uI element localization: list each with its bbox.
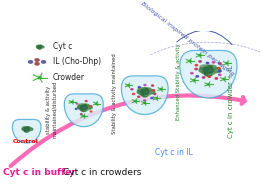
Circle shape bbox=[90, 106, 92, 107]
Text: IL (Cho-Dhp): IL (Cho-Dhp) bbox=[53, 57, 101, 66]
Text: Cyt c in IL: Cyt c in IL bbox=[155, 148, 193, 157]
Circle shape bbox=[199, 68, 207, 73]
Circle shape bbox=[83, 107, 89, 110]
Circle shape bbox=[218, 74, 221, 76]
Circle shape bbox=[79, 107, 85, 110]
Circle shape bbox=[151, 98, 153, 99]
Circle shape bbox=[152, 85, 153, 86]
Circle shape bbox=[84, 104, 89, 108]
Circle shape bbox=[191, 72, 193, 74]
Text: Biological inspired protein packaging: Biological inspired protein packaging bbox=[140, 1, 235, 77]
Text: Enhanced Stability & activity: Enhanced Stability & activity bbox=[176, 43, 181, 120]
Circle shape bbox=[138, 87, 140, 88]
Circle shape bbox=[133, 93, 134, 94]
Circle shape bbox=[78, 106, 83, 109]
Circle shape bbox=[35, 59, 39, 61]
Circle shape bbox=[195, 68, 197, 70]
Polygon shape bbox=[64, 94, 103, 127]
Text: Stability & activity maintained: Stability & activity maintained bbox=[112, 54, 117, 134]
Circle shape bbox=[140, 89, 149, 94]
Circle shape bbox=[29, 128, 33, 130]
Circle shape bbox=[22, 127, 27, 129]
Text: Cyt c: Cyt c bbox=[53, 42, 72, 51]
Circle shape bbox=[28, 61, 33, 63]
Circle shape bbox=[37, 47, 40, 48]
Circle shape bbox=[26, 129, 30, 131]
Circle shape bbox=[80, 105, 87, 110]
Circle shape bbox=[35, 63, 39, 65]
Circle shape bbox=[38, 46, 41, 48]
Circle shape bbox=[219, 63, 221, 64]
FancyArrowPatch shape bbox=[177, 30, 232, 44]
Circle shape bbox=[200, 65, 208, 70]
Circle shape bbox=[144, 91, 151, 95]
Circle shape bbox=[154, 93, 156, 94]
Polygon shape bbox=[121, 76, 168, 115]
Circle shape bbox=[81, 104, 87, 107]
Circle shape bbox=[152, 90, 154, 91]
Circle shape bbox=[203, 77, 205, 78]
Circle shape bbox=[22, 128, 26, 130]
Circle shape bbox=[25, 127, 29, 129]
Polygon shape bbox=[180, 50, 237, 98]
Circle shape bbox=[218, 67, 220, 69]
Circle shape bbox=[141, 88, 148, 92]
Text: stability & activity
maintained/disturbed: stability & activity maintained/disturbe… bbox=[46, 81, 57, 139]
Text: Cyt c in crowders: Cyt c in crowders bbox=[63, 168, 141, 177]
Circle shape bbox=[219, 70, 221, 72]
Circle shape bbox=[90, 111, 92, 112]
Circle shape bbox=[41, 61, 46, 63]
Circle shape bbox=[40, 45, 43, 47]
Circle shape bbox=[23, 129, 27, 131]
Circle shape bbox=[145, 88, 151, 92]
Circle shape bbox=[204, 65, 212, 70]
Text: Cyt c in crowder + IL: Cyt c in crowder + IL bbox=[228, 65, 234, 138]
Circle shape bbox=[81, 108, 87, 112]
Polygon shape bbox=[12, 119, 41, 143]
Text: Control: Control bbox=[13, 139, 39, 144]
Circle shape bbox=[207, 70, 216, 74]
Circle shape bbox=[203, 67, 213, 73]
Circle shape bbox=[212, 68, 221, 73]
Circle shape bbox=[76, 103, 78, 104]
Circle shape bbox=[202, 69, 210, 74]
Circle shape bbox=[144, 84, 146, 86]
Circle shape bbox=[138, 96, 140, 97]
Circle shape bbox=[27, 127, 31, 129]
Circle shape bbox=[38, 45, 41, 47]
Circle shape bbox=[199, 61, 201, 62]
Circle shape bbox=[204, 71, 212, 76]
Circle shape bbox=[148, 90, 155, 94]
Circle shape bbox=[80, 114, 82, 115]
Circle shape bbox=[139, 91, 146, 95]
Circle shape bbox=[212, 62, 215, 63]
Circle shape bbox=[137, 90, 144, 94]
Text: Crowder: Crowder bbox=[53, 73, 85, 82]
Circle shape bbox=[41, 46, 44, 48]
Circle shape bbox=[208, 65, 216, 70]
Circle shape bbox=[87, 106, 92, 109]
Circle shape bbox=[25, 130, 29, 132]
Text: Cyt c in buffer: Cyt c in buffer bbox=[3, 168, 76, 177]
Circle shape bbox=[78, 104, 84, 107]
Circle shape bbox=[36, 46, 39, 48]
Circle shape bbox=[206, 62, 209, 64]
Circle shape bbox=[138, 88, 145, 92]
Circle shape bbox=[144, 100, 146, 101]
Circle shape bbox=[131, 89, 133, 90]
Circle shape bbox=[215, 78, 217, 79]
Circle shape bbox=[208, 76, 210, 77]
Circle shape bbox=[196, 76, 198, 77]
Circle shape bbox=[75, 108, 77, 109]
Circle shape bbox=[195, 64, 198, 66]
Circle shape bbox=[24, 128, 29, 131]
Circle shape bbox=[38, 47, 41, 49]
Circle shape bbox=[37, 45, 39, 47]
Circle shape bbox=[39, 47, 42, 49]
Circle shape bbox=[141, 93, 148, 97]
